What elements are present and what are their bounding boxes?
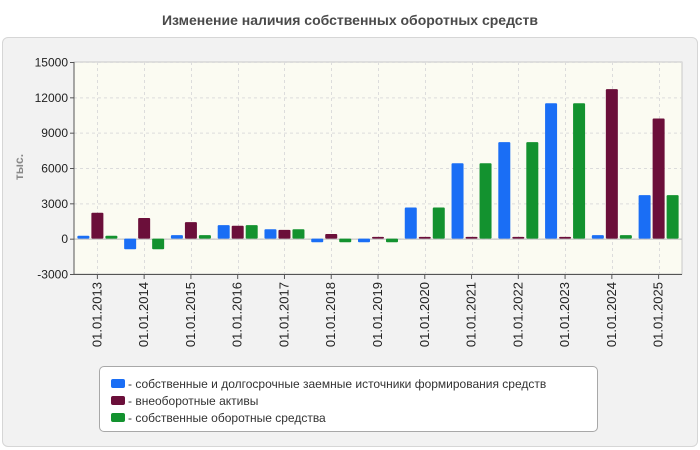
bar (432, 207, 445, 239)
bar (311, 238, 324, 243)
legend-label-noncurrent-assets: - внеоборотные активы (128, 393, 259, 408)
legend-item-working-capital: - собственные оборотные средства (100, 409, 597, 426)
bar (231, 225, 244, 239)
bar (264, 229, 277, 239)
bar (638, 195, 651, 239)
bar (325, 233, 338, 239)
x-tick-label: 01.01.2017 (276, 282, 291, 347)
bar (386, 238, 398, 243)
y-tick-label: -3000 (37, 268, 68, 282)
bar (358, 238, 370, 243)
bar (652, 118, 665, 239)
legend-item-noncurrent-assets: - внеоборотные активы (100, 392, 597, 409)
y-tick-label: 0 (61, 232, 68, 246)
bar (545, 103, 558, 239)
legend-swatch-sources (111, 379, 125, 388)
y-axis-label: тыс. (12, 154, 26, 180)
bar (605, 89, 618, 239)
bar (138, 218, 151, 239)
bar (217, 225, 230, 239)
x-tick-label: 01.01.2025 (651, 282, 666, 347)
bar (512, 236, 525, 239)
x-tick-label: 01.01.2022 (510, 282, 525, 347)
bar (559, 236, 572, 239)
y-tick-label: 15000 (35, 56, 69, 70)
bar (124, 238, 137, 250)
bar (573, 103, 586, 239)
x-tick-label: 01.01.2019 (370, 282, 385, 347)
x-tick-label: 01.01.2014 (136, 282, 151, 347)
legend-label-working-capital: - собственные оборотные средства (128, 410, 326, 425)
y-tick-label: 3000 (41, 197, 68, 211)
x-tick-label: 01.01.2015 (183, 282, 198, 347)
legend-swatch-working-capital (111, 413, 125, 422)
bar (619, 235, 632, 239)
legend-label-sources: - собственные и долгосрочные заемные ист… (128, 376, 547, 391)
bar (498, 142, 511, 239)
bar (245, 225, 258, 239)
bar (152, 238, 165, 250)
legend-item-sources: - собственные и долгосрочные заемные ист… (100, 375, 597, 392)
bar (451, 163, 464, 239)
bar (591, 235, 604, 239)
bar (465, 236, 478, 239)
bar (198, 235, 211, 239)
bar (526, 142, 539, 239)
bar (372, 236, 384, 239)
bar (170, 235, 183, 239)
x-tick-label: 01.01.2013 (89, 282, 104, 347)
bar (404, 207, 417, 239)
bar (278, 229, 291, 239)
x-tick-label: 01.01.2024 (604, 282, 619, 347)
x-tick-label: 01.01.2020 (417, 282, 432, 347)
x-tick-label: 01.01.2018 (323, 282, 338, 347)
bar (105, 235, 118, 239)
bar (666, 195, 679, 239)
x-tick-label: 01.01.2023 (557, 282, 572, 347)
bar (479, 163, 492, 239)
bar (77, 235, 90, 239)
y-tick-label: 12000 (35, 91, 69, 105)
x-tick-label: 01.01.2016 (230, 282, 245, 347)
bar (184, 222, 197, 239)
y-tick-label: 9000 (41, 126, 68, 140)
legend: - собственные и долгосрочные заемные ист… (99, 366, 598, 432)
x-tick-label: 01.01.2021 (464, 282, 479, 347)
chart-title: Изменение наличия собственных оборотных … (161, 12, 539, 28)
legend-swatch-noncurrent-assets (111, 396, 125, 405)
bar (91, 212, 104, 239)
bar (339, 238, 352, 243)
bar (418, 236, 431, 239)
y-tick-label: 6000 (41, 162, 68, 176)
bar (292, 229, 305, 239)
